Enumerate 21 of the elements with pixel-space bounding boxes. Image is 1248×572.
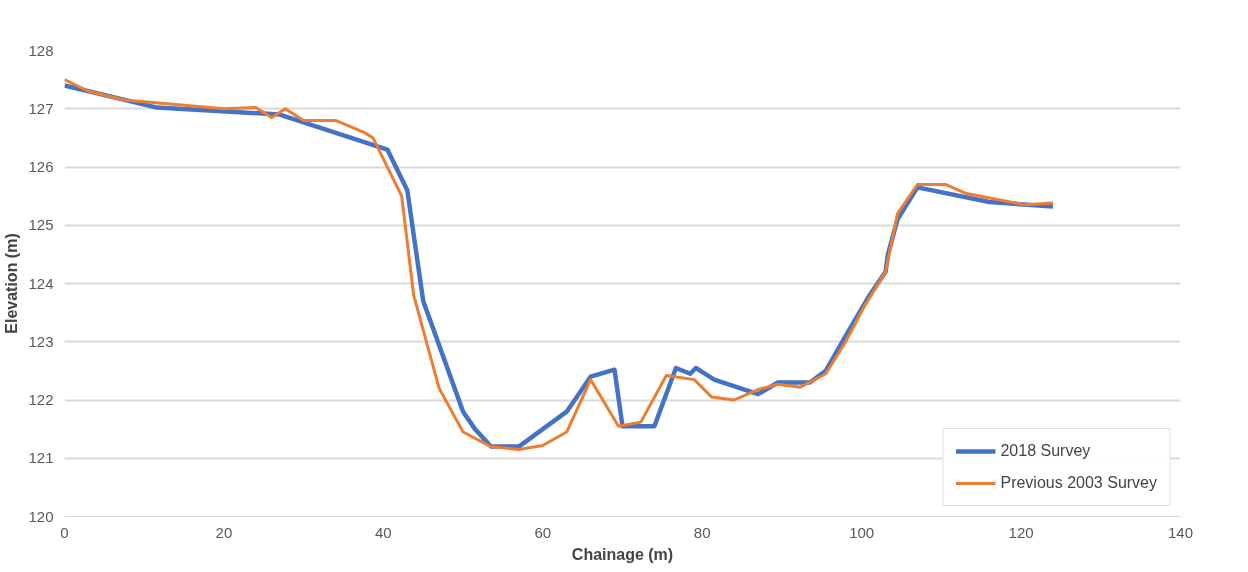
x-tick-label: 120: [1008, 523, 1034, 541]
legend-label: Previous 2003 Survey: [1000, 474, 1157, 492]
x-tick-label: 40: [375, 523, 392, 541]
y-tick-label: 128: [28, 41, 54, 59]
y-tick-label: 126: [28, 158, 54, 175]
x-tick-label: 0: [60, 523, 69, 541]
legend-label: 2018 Survey: [1000, 442, 1091, 460]
y-tick-label: 125: [28, 216, 54, 234]
x-tick-label: 100: [849, 523, 875, 541]
x-tick-label: 60: [534, 523, 552, 541]
x-tick-label: 80: [693, 523, 711, 541]
x-axis-title: Chainage (m): [571, 545, 674, 563]
x-tick-label: 20: [215, 523, 233, 541]
x-tick-label: 140: [1167, 523, 1194, 541]
y-tick-label: 120: [28, 507, 54, 525]
y-tick-label: 121: [28, 449, 54, 467]
y-tick-label: 127: [28, 99, 54, 117]
y-tick-label: 123: [28, 332, 54, 350]
y-tick-label: 124: [28, 274, 54, 292]
y-axis-title: Elevation (m): [3, 233, 21, 334]
y-tick-label: 122: [28, 391, 54, 408]
